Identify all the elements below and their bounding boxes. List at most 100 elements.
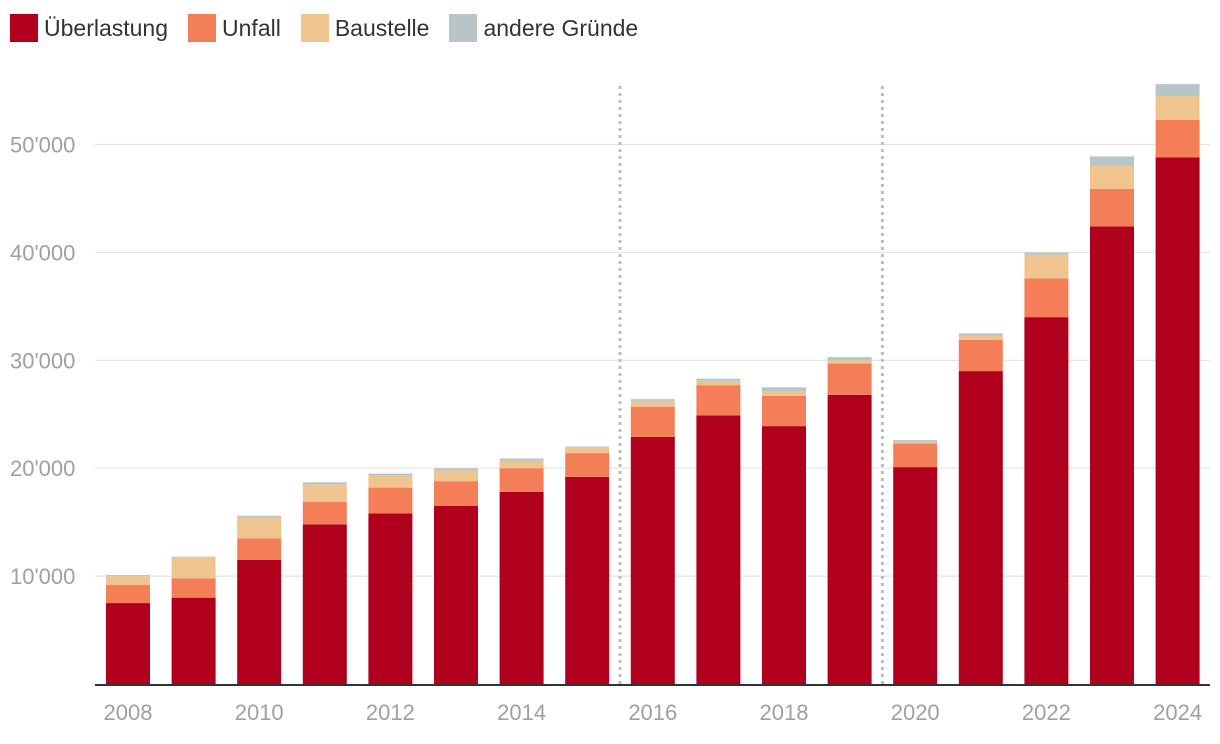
y-tick-label: 40'000	[10, 240, 75, 265]
chart-legend: Überlastung Unfall Baustelle andere Gründe	[10, 12, 658, 44]
bar-segment	[106, 575, 150, 577]
bar-segment	[171, 556, 216, 558]
bar-segment	[565, 447, 610, 454]
bar-segment	[499, 460, 544, 469]
bar-segment	[696, 380, 741, 386]
x-tick-label: 2012	[366, 700, 415, 725]
bar-segment	[565, 476, 610, 684]
bar-stack-2023	[1090, 156, 1134, 685]
bar-segment	[762, 395, 806, 427]
bar-segment	[827, 357, 872, 361]
bar-segment	[1024, 252, 1069, 255]
bar-segment	[434, 468, 478, 471]
bar-segment	[368, 487, 413, 514]
x-tick-label: 2022	[1022, 700, 1071, 725]
period-dividers	[618, 86, 884, 684]
x-tick-label: 2020	[891, 700, 940, 725]
bar-segment	[1090, 156, 1134, 166]
bar-segment	[565, 453, 610, 477]
bar-segment	[893, 440, 938, 443]
bar-segment	[630, 406, 675, 437]
bar-segment	[958, 333, 1003, 336]
y-tick-label: 20'000	[10, 456, 75, 481]
bar-segment	[302, 484, 347, 502]
bar-stack-2021	[958, 333, 1003, 684]
x-tick-label: 2010	[235, 700, 284, 725]
bar-segment	[762, 391, 806, 396]
bar-stack-2019	[827, 357, 872, 684]
bar-segment	[893, 467, 938, 684]
bar-segment	[499, 468, 544, 492]
bar-segment	[1155, 157, 1200, 684]
legend-item: andere Gründe	[449, 14, 638, 42]
bar-segment	[302, 482, 347, 485]
x-tick-label: 2016	[628, 700, 677, 725]
bar-stack-2013	[434, 468, 478, 684]
bar-segment	[1024, 278, 1069, 318]
bar-segment	[958, 335, 1003, 340]
legend-swatch	[449, 14, 478, 42]
legend-swatch	[300, 14, 329, 42]
bar-segment	[762, 387, 806, 392]
x-tick-label: 2018	[760, 700, 809, 725]
legend-swatch	[188, 14, 217, 42]
bar-segment	[106, 576, 150, 585]
bar-segment	[368, 513, 413, 684]
bar-segment	[434, 470, 478, 482]
bar-segment	[499, 458, 544, 461]
bar-segment	[302, 501, 347, 525]
bar-segment	[630, 436, 675, 684]
bar-segment	[237, 517, 282, 539]
bar-segment	[827, 394, 872, 684]
bar-segment	[368, 473, 413, 476]
bar-segment	[1024, 317, 1069, 684]
y-tick-label: 10'000	[10, 564, 75, 589]
bar-segment	[171, 557, 216, 579]
y-axis: 10'000 20'000 30'000 40'000 50'000	[10, 133, 75, 590]
bar-segment	[893, 443, 938, 468]
bar-segment	[1024, 254, 1069, 279]
bar-segment	[630, 401, 675, 407]
bar-segment	[630, 399, 675, 402]
bar-stack-2016	[630, 399, 675, 684]
x-tick-label: 2008	[104, 700, 153, 725]
bar-stack-2012	[368, 473, 413, 684]
bar-segment	[1090, 188, 1134, 227]
bar-segment	[106, 584, 150, 604]
bar-segment	[171, 597, 216, 684]
bar-segment	[893, 442, 938, 444]
legend-label: Baustelle	[334, 14, 430, 41]
bar-segment	[958, 339, 1003, 372]
bar-segment	[1155, 119, 1200, 158]
legend-swatch	[10, 14, 38, 42]
bar-segment	[1155, 95, 1200, 120]
bar-stack-2008	[106, 575, 150, 684]
legend-label: Unfall	[222, 14, 281, 41]
bar-segment	[565, 446, 610, 448]
bar-segment	[696, 385, 741, 416]
legend-item: Überlastung	[10, 14, 168, 42]
bar-segment	[434, 505, 478, 684]
bar-stack-2011	[302, 482, 347, 684]
bar-segment	[434, 481, 478, 506]
bar-stack-2017	[696, 378, 741, 684]
bar-segment	[827, 360, 872, 364]
bar-stack-2014	[499, 458, 544, 684]
legend-item: Unfall	[188, 14, 281, 42]
x-tick-label: 2024	[1153, 700, 1202, 725]
bar-segment	[762, 426, 806, 684]
y-tick-label: 50'000	[10, 133, 75, 158]
bar-segment	[171, 578, 216, 598]
bar-stack-2018	[762, 387, 806, 684]
legend-label: andere Gründe	[483, 14, 639, 41]
y-tick-label: 30'000	[10, 348, 75, 373]
bar-stack-2009	[171, 556, 216, 684]
bar-segment	[237, 515, 282, 518]
bar-stack-2024	[1155, 84, 1200, 684]
bar-segment	[1090, 165, 1134, 189]
bar-segment	[958, 371, 1003, 684]
bar-segment	[696, 378, 741, 381]
legend-label: Überlastung	[44, 14, 169, 41]
bar-stack-2022	[1024, 252, 1069, 684]
